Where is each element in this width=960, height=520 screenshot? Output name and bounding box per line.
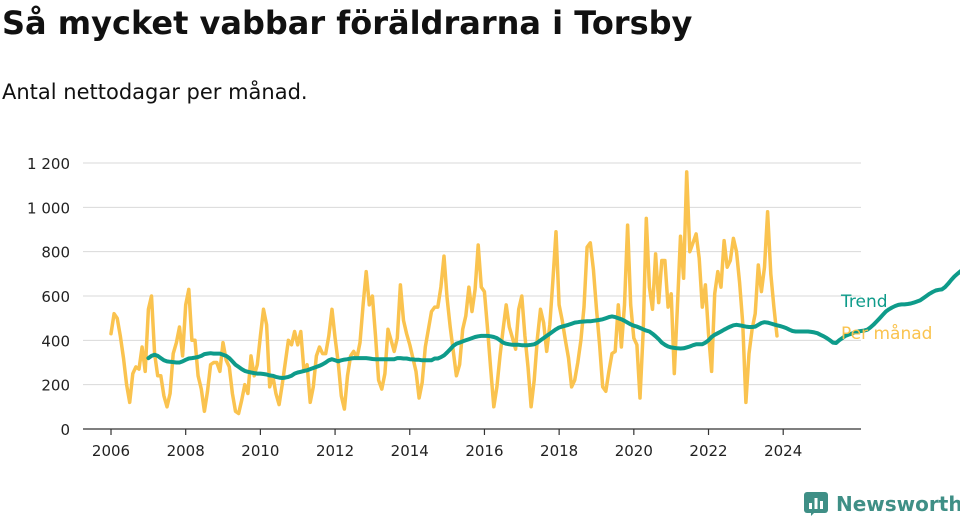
x-tick-label: 2024	[764, 442, 802, 460]
y-tick-label: 800	[41, 244, 70, 262]
chart-subtitle: Antal nettodagar per månad.	[2, 80, 308, 104]
x-tick-label: 2016	[465, 442, 503, 460]
x-tick-label: 2006	[92, 442, 130, 460]
x-tick-label: 2018	[540, 442, 578, 460]
y-tick-label: 200	[41, 377, 70, 395]
series-label: Per månad	[841, 323, 932, 344]
brand: Newsworthy	[804, 489, 960, 519]
series-labels: Per månad Trend	[840, 292, 932, 344]
series-label: Trend	[840, 292, 888, 312]
x-tick-label: 2008	[167, 442, 205, 460]
brand-name: Newsworthy	[836, 492, 960, 516]
x-tick-label: 2012	[316, 442, 354, 460]
logo-bar	[814, 498, 818, 509]
x-tick-label: 2020	[615, 442, 653, 460]
y-tick-label: 1 000	[27, 199, 70, 217]
monthly-line	[109, 170, 779, 416]
trend-line	[146, 269, 960, 380]
y-tick-label: 600	[41, 288, 70, 306]
x-tick-label: 2010	[241, 442, 279, 460]
data-series	[109, 170, 960, 416]
chart-title: Så mycket vabbar föräldrarna i Torsby	[2, 4, 693, 42]
logo-bar	[820, 501, 823, 509]
y-tick-label: 0	[60, 421, 70, 439]
y-axis-tick-labels: 0 200 400 600 800 1 000 1 200	[27, 155, 70, 439]
x-tick-label: 2022	[689, 442, 727, 460]
x-tick-label: 2014	[391, 442, 429, 460]
x-axis: 2006 2008 2010 2012 2014 2016 2018 2020 2022 2024	[83, 428, 861, 460]
y-tick-label: 400	[41, 332, 70, 350]
logo-pointer	[811, 512, 815, 516]
y-tick-label: 1 200	[27, 155, 70, 173]
logo-bar	[809, 503, 812, 509]
bar-chart-logo-icon	[804, 492, 828, 516]
